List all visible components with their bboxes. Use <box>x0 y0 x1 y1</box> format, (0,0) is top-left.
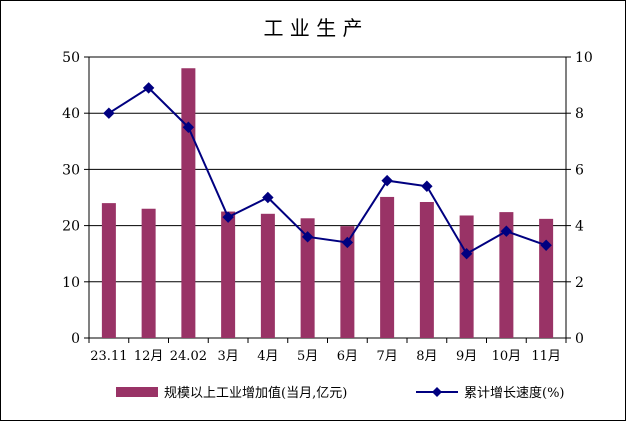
x-axis-label: 5月 <box>297 349 318 364</box>
legend-line-label: 累计增长速度(%) <box>464 385 565 401</box>
line-point <box>103 107 115 119</box>
chart-title: 工 业 生 产 <box>263 16 362 40</box>
bar <box>499 212 514 338</box>
right-axis-label: 6 <box>575 162 584 178</box>
line-point <box>222 211 234 223</box>
x-axis-label: 8月 <box>416 349 437 364</box>
bar <box>539 218 554 338</box>
legend-bar-swatch <box>116 387 158 397</box>
bar <box>101 203 116 338</box>
line-path <box>108 86 547 256</box>
line-point <box>500 225 513 237</box>
left-axis: 0 10 20 30 40 50 <box>62 50 89 347</box>
bar <box>300 218 315 338</box>
x-axis-label: 12月 <box>134 349 164 364</box>
x-axis-label: 23.11 <box>90 349 127 364</box>
x-axis-label: 7月 <box>376 349 397 364</box>
left-axis-label: 0 <box>71 331 80 347</box>
line-point <box>182 121 195 133</box>
x-axis-label: 6月 <box>337 349 358 364</box>
bar <box>260 213 275 338</box>
line-point <box>460 247 473 260</box>
line-point <box>421 180 433 192</box>
right-axis-label: 2 <box>575 275 584 291</box>
bar <box>419 201 434 338</box>
left-axis-label: 10 <box>62 275 80 291</box>
x-axis: 23.11 12月 24.02 3月 4月 5月 6月 7月 8月 9月 10月 11月 <box>88 338 567 364</box>
x-axis-label: 11月 <box>531 349 561 364</box>
bar <box>141 208 156 338</box>
gridlines <box>89 112 566 283</box>
line-point <box>262 191 274 204</box>
legend-bar-label: 规模以上工业增加值(当月,亿元) <box>164 385 347 401</box>
line-point <box>341 236 354 249</box>
right-axis-label: 8 <box>575 106 584 122</box>
x-axis-label: 10月 <box>492 349 522 364</box>
bar <box>221 211 236 338</box>
line-point <box>381 174 393 187</box>
x-axis-label: 3月 <box>217 349 238 364</box>
bar <box>181 68 196 339</box>
right-axis: 0 2 4 6 8 10 <box>566 50 593 347</box>
line-series <box>103 82 552 260</box>
line-point <box>540 239 552 251</box>
legend: 规模以上工业增加值(当月,亿元) 累计增长速度(%) <box>116 385 565 401</box>
bar <box>380 196 395 338</box>
right-axis-label: 4 <box>575 219 584 235</box>
bar <box>459 215 474 338</box>
x-axis-label: 24.02 <box>170 349 207 364</box>
x-axis-label: 4月 <box>257 349 278 364</box>
line-point <box>142 82 155 94</box>
left-axis-label: 30 <box>62 162 80 178</box>
left-axis-label: 20 <box>62 219 80 235</box>
right-axis-label: 10 <box>575 50 593 66</box>
x-axis-label: 9月 <box>456 349 477 364</box>
line-point <box>301 231 314 243</box>
legend-line-marker <box>432 387 442 397</box>
left-axis-label: 50 <box>62 50 80 66</box>
right-axis-label: 0 <box>575 331 584 347</box>
left-axis-label: 40 <box>62 106 80 122</box>
bar <box>340 226 355 338</box>
